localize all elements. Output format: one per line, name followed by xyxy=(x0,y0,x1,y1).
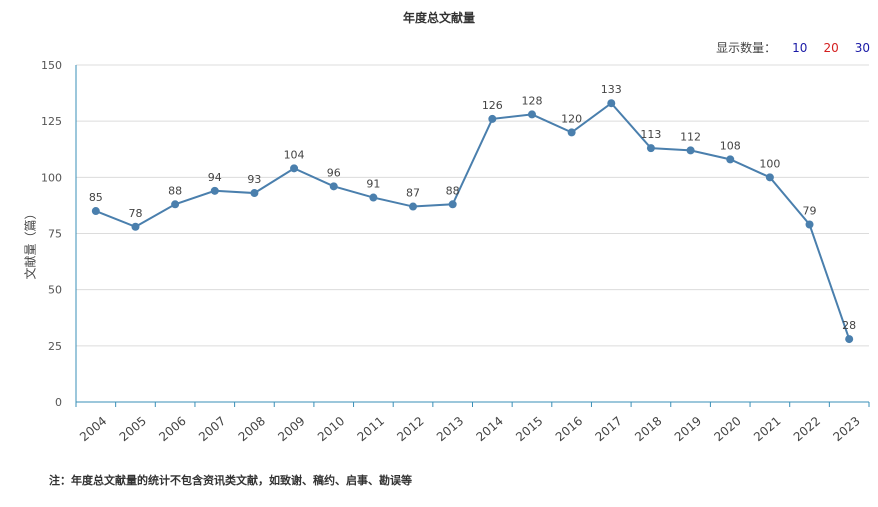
data-point xyxy=(567,128,576,137)
x-tick-label: 2007 xyxy=(196,414,228,444)
data-label: 113 xyxy=(640,128,661,141)
x-tick-label: 2008 xyxy=(236,414,268,444)
x-tick-label: 2022 xyxy=(791,414,823,444)
series-line xyxy=(95,101,851,340)
data-label: 104 xyxy=(284,148,305,161)
data-label: 120 xyxy=(561,112,582,125)
data-label: 93 xyxy=(247,173,261,186)
data-label: 87 xyxy=(406,187,420,200)
data-label: 100 xyxy=(759,157,780,170)
data-label: 108 xyxy=(720,139,741,152)
y-tick-label: 100 xyxy=(41,171,62,184)
data-label: 112 xyxy=(680,130,701,143)
count-selector-label: 显示数量： xyxy=(716,41,777,55)
data-point xyxy=(448,200,457,209)
y-tick-label: 50 xyxy=(48,284,62,297)
data-point xyxy=(290,164,299,173)
x-tick-label: 2023 xyxy=(830,414,862,444)
data-point xyxy=(329,182,338,191)
data-point xyxy=(726,155,735,164)
count-selector: 显示数量： 10 20 30 xyxy=(716,39,870,56)
x-tick-label: 2005 xyxy=(117,414,149,444)
x-tick-label: 2009 xyxy=(275,414,307,444)
x-tick-label: 2010 xyxy=(315,414,347,444)
data-point xyxy=(409,202,418,211)
data-label: 88 xyxy=(168,184,182,197)
data-point xyxy=(171,200,180,209)
count-option-30[interactable]: 30 xyxy=(854,40,870,55)
data-point xyxy=(131,222,140,231)
x-tick-label: 2018 xyxy=(632,414,664,444)
data-point xyxy=(646,144,655,153)
data-point xyxy=(488,114,497,123)
y-tick-label: 75 xyxy=(48,228,62,241)
data-point xyxy=(527,110,536,119)
x-tick-label: 2015 xyxy=(513,414,545,444)
data-label: 133 xyxy=(601,83,622,96)
x-tick-label: 2020 xyxy=(711,414,743,444)
data-label: 128 xyxy=(521,94,542,107)
data-point xyxy=(686,146,695,155)
data-point xyxy=(607,99,616,108)
y-tick-label: 150 xyxy=(41,59,62,72)
data-point xyxy=(250,189,259,198)
data-point xyxy=(91,207,100,216)
x-tick-label: 2021 xyxy=(751,414,783,444)
x-tick-label: 2012 xyxy=(394,414,426,444)
x-tick-label: 2019 xyxy=(672,414,704,444)
x-tick-label: 2004 xyxy=(77,414,109,444)
footnote: 注：年度总文献量的统计不包含资讯类文献，如致谢、稿约、启事、勘误等 xyxy=(49,474,412,487)
data-point xyxy=(369,193,378,202)
x-tick-label: 2011 xyxy=(355,414,387,444)
data-label: 79 xyxy=(803,205,817,218)
count-option-20[interactable]: 20 xyxy=(823,40,839,55)
data-point xyxy=(765,173,774,182)
data-point xyxy=(805,220,814,229)
data-label: 78 xyxy=(128,207,142,220)
y-tick-label: 0 xyxy=(55,396,62,409)
y-tick-label: 25 xyxy=(48,340,62,353)
data-label: 96 xyxy=(327,166,341,179)
data-label: 94 xyxy=(208,171,222,184)
x-tick-label: 2014 xyxy=(474,414,506,444)
count-option-10[interactable]: 10 xyxy=(792,40,808,55)
data-point xyxy=(210,186,219,195)
x-tick-label: 2013 xyxy=(434,414,466,444)
data-label: 28 xyxy=(842,319,856,332)
data-point xyxy=(845,335,854,344)
y-tick-label: 125 xyxy=(41,115,62,128)
data-label: 88 xyxy=(446,184,460,197)
chart-title: 年度总文献量 xyxy=(402,11,475,25)
x-tick-label: 2017 xyxy=(593,414,625,444)
data-label: 85 xyxy=(89,191,103,204)
x-tick-label: 2006 xyxy=(156,414,188,444)
data-label: 91 xyxy=(366,178,380,191)
x-tick-label: 2016 xyxy=(553,414,585,444)
data-label: 126 xyxy=(482,99,503,112)
